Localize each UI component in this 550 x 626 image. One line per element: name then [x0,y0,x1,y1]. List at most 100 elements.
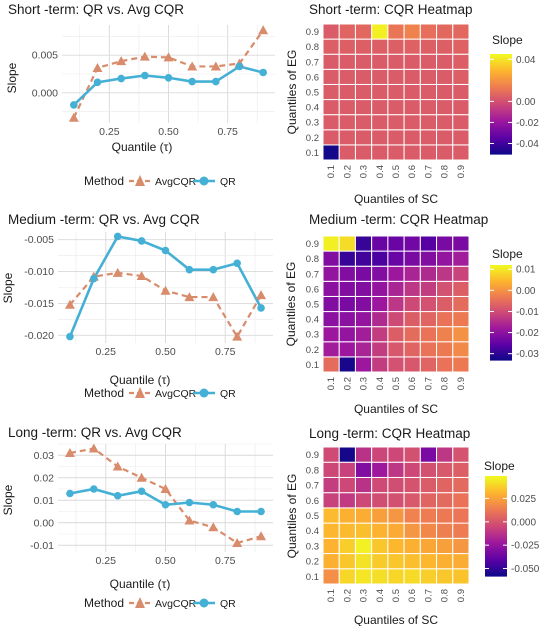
colorbar-segment [490,99,512,102]
avgcqr-point [232,331,243,341]
avgcqr-point [210,61,221,71]
colorbar-segment [490,150,512,153]
heatmap-cell [419,99,438,116]
avgcqr-series-line [72,29,265,119]
heatmap-cell [452,280,470,297]
chart-title: Medium -term: CQR Heatmap [309,212,488,227]
heatmap-cell [371,23,389,40]
heatmap-cell [403,129,421,146]
heatmap-cell [387,446,405,463]
heatmap-cell [452,99,470,116]
qr-point [233,259,241,268]
colorbar-segment [490,318,512,322]
heatmap-cell [338,492,356,509]
qr-point [161,246,170,255]
colorbar-segment [485,512,507,515]
colorbar-segment [485,504,507,507]
qr-legend-marker [199,598,209,608]
heatmap-cell [322,461,340,478]
y-tick-label: 0.7 [306,481,319,492]
colorbar-segment [485,497,507,500]
heatmap-cell [452,476,470,494]
colorbar-segment [485,559,507,562]
heatmap-cell [338,265,356,282]
colorbar-segment [485,524,507,527]
heatmap-cell [436,568,454,585]
colorbar-segment [485,482,507,485]
heatmap-cell [371,522,389,539]
colorbar-segment [490,117,512,120]
y-tick-label: 0.3 [306,541,319,552]
heatmap-cell [403,311,421,328]
legend-label-avgcqr: AvgCQR [155,388,197,400]
x-tick-label: 0.8 [440,589,451,602]
heatmap-cell [436,68,454,85]
y-tick-label: -0.020 [24,330,54,342]
heatmap-cell [354,476,373,494]
colorbar-segment [490,337,512,341]
colorbar-segment [490,95,512,98]
heatmap-cell [419,144,438,161]
x-tick-label: 0.2 [342,589,353,602]
avgcqr-point [88,443,99,453]
heatmap-cell [452,23,470,40]
colorbar-segment [485,489,507,492]
colorbar-segment [485,564,507,567]
x-tick-label: 0.6 [407,165,418,178]
colorbar-segment [490,282,512,285]
colorbar-segment [490,325,512,328]
colorbar-tick-label: -0.03 [516,349,539,360]
heatmap-cell [403,341,421,358]
colorbar-segment [490,102,512,105]
heatmap-cell [419,341,438,358]
colorbar-segment [490,293,512,296]
y-tick-label: 0.8 [306,254,319,265]
long-heatmap: Long -term: CQR Heatmap 0.1 0.1 0.2 0.2 0.3 0.… [285,426,540,626]
heatmap-cell [338,356,356,373]
colorbar-segment [490,80,512,83]
heatmap-cell [419,114,438,131]
y-tick-label: 0.3 [306,330,319,341]
x-tick-label: 0.9 [456,377,467,390]
heatmap-cell [322,114,340,131]
colorbar-segment [490,55,512,58]
colorbar-segment [490,115,512,118]
colorbar-segment [490,276,512,279]
heatmap-cell [419,311,438,328]
colorbar-tick-label: -0.050 [511,564,540,575]
colorbar-segment [485,549,507,552]
legend-title: Method [84,596,124,610]
qr-point [90,274,98,283]
colorbar-segment [485,551,507,554]
heatmap-cell [436,235,454,252]
colorbar-segment [490,84,512,87]
heatmap-cell [354,446,373,463]
y-tick-label: 0.9 [306,27,319,38]
colorbar-segment [485,544,507,547]
x-tick-label: 0.4 [375,377,386,390]
colorbar-segment [490,152,512,155]
x-tick-label: 0.75 [215,555,236,567]
heatmap-cell [338,295,356,313]
avgcqr-point [64,299,75,309]
colorbar-segment [485,506,507,509]
x-tick-label: 0.4 [375,165,386,178]
heatmap-cell [338,23,356,40]
heatmap-cell [452,446,470,463]
colorbar-segment [485,542,507,545]
heatmap-cell [387,476,405,494]
heatmap-cell [387,492,405,509]
colorbar-segment [490,130,512,133]
heatmap-cell [338,326,356,343]
heatmap-cell [338,99,356,116]
colorbar-segment [485,571,507,574]
colorbar-segment [485,526,507,529]
heatmap-cell [322,23,340,40]
colorbar-segment [490,347,512,350]
colorbar-tick-label: 0.00 [516,97,536,108]
colorbar-segment [490,85,512,88]
heatmap-cell [371,280,389,297]
x-tick-label: 0.8 [440,377,451,390]
x-tick-label: 0.75 [217,126,238,138]
colorbar-tick-label: 0.00 [516,286,536,297]
